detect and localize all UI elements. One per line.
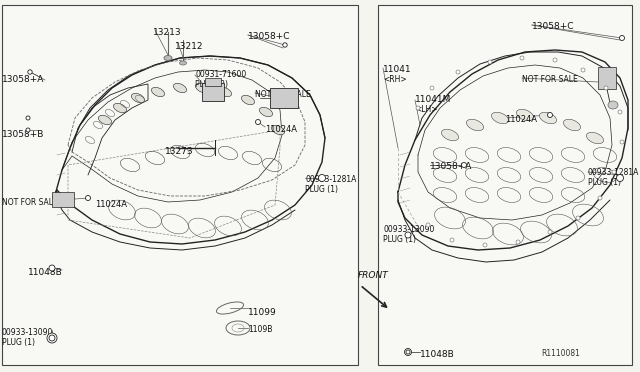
- Circle shape: [483, 243, 487, 247]
- Circle shape: [456, 70, 460, 74]
- Text: 13212: 13212: [175, 42, 204, 51]
- Text: PLUG (1): PLUG (1): [305, 185, 338, 194]
- Text: 13058+C: 13058+C: [248, 32, 291, 41]
- Circle shape: [620, 140, 624, 144]
- Bar: [205, 78, 221, 86]
- Circle shape: [426, 223, 430, 227]
- Circle shape: [416, 106, 420, 110]
- Circle shape: [616, 174, 623, 182]
- Text: 00933-1281A: 00933-1281A: [588, 168, 639, 177]
- Bar: [52, 192, 74, 207]
- Circle shape: [461, 163, 467, 167]
- Circle shape: [618, 110, 622, 114]
- Ellipse shape: [99, 115, 111, 125]
- Circle shape: [581, 68, 585, 72]
- Ellipse shape: [563, 119, 580, 131]
- Ellipse shape: [218, 87, 232, 97]
- Circle shape: [319, 174, 326, 182]
- Ellipse shape: [241, 95, 255, 105]
- Ellipse shape: [516, 109, 534, 121]
- Text: 13058+A: 13058+A: [430, 162, 472, 171]
- Circle shape: [26, 116, 30, 120]
- Circle shape: [404, 349, 412, 356]
- Text: 00933-13090: 00933-13090: [2, 328, 53, 337]
- Circle shape: [405, 232, 411, 238]
- Circle shape: [553, 58, 557, 62]
- Text: PLUG (1): PLUG (1): [588, 178, 621, 187]
- Text: NOT FOR SALE: NOT FOR SALE: [255, 90, 311, 99]
- Bar: [270, 88, 298, 108]
- Circle shape: [283, 43, 287, 47]
- Text: 00931-71600: 00931-71600: [195, 70, 246, 79]
- Text: 13213: 13213: [153, 28, 182, 37]
- Text: 1109B: 1109B: [248, 325, 273, 334]
- Ellipse shape: [442, 129, 458, 141]
- Text: NOT FOR SALE: NOT FOR SALE: [2, 198, 58, 207]
- Text: 13058+A: 13058+A: [2, 75, 44, 84]
- Ellipse shape: [164, 55, 172, 61]
- Circle shape: [598, 196, 602, 200]
- Text: 11048B: 11048B: [28, 268, 63, 277]
- Circle shape: [548, 230, 552, 234]
- Text: 11099: 11099: [248, 308, 276, 317]
- Circle shape: [406, 350, 410, 354]
- Circle shape: [516, 240, 520, 244]
- Circle shape: [26, 128, 30, 132]
- Bar: [378, 5, 632, 365]
- Circle shape: [28, 70, 32, 74]
- Ellipse shape: [540, 112, 557, 124]
- Text: 13273: 13273: [165, 147, 194, 156]
- Circle shape: [49, 335, 55, 341]
- Ellipse shape: [492, 112, 509, 124]
- Ellipse shape: [179, 61, 186, 65]
- Text: 11024A: 11024A: [505, 115, 537, 124]
- Text: 11041M: 11041M: [415, 95, 451, 104]
- Ellipse shape: [131, 93, 145, 103]
- Circle shape: [430, 86, 434, 90]
- Bar: [2, 5, 358, 365]
- Text: <RH>: <RH>: [383, 75, 406, 84]
- Ellipse shape: [173, 83, 187, 93]
- Circle shape: [488, 60, 492, 64]
- Text: PLUG (2): PLUG (2): [195, 80, 228, 89]
- Text: 13058+C: 13058+C: [532, 22, 575, 31]
- Ellipse shape: [113, 103, 127, 113]
- Circle shape: [47, 333, 57, 343]
- Text: 00933-13090: 00933-13090: [383, 225, 435, 234]
- Circle shape: [255, 119, 260, 125]
- Circle shape: [612, 170, 616, 174]
- Text: 11041: 11041: [383, 65, 412, 74]
- Ellipse shape: [259, 107, 273, 117]
- Text: 11024A: 11024A: [265, 125, 297, 134]
- Text: 00933-1281A: 00933-1281A: [305, 175, 356, 184]
- Bar: [598, 67, 616, 89]
- Circle shape: [547, 112, 552, 118]
- Text: 13058+B: 13058+B: [2, 130, 44, 139]
- Ellipse shape: [467, 119, 484, 131]
- Ellipse shape: [152, 87, 164, 97]
- Ellipse shape: [586, 132, 604, 144]
- Circle shape: [620, 35, 625, 41]
- Ellipse shape: [271, 125, 285, 135]
- Circle shape: [604, 86, 608, 90]
- Text: R1110081: R1110081: [541, 349, 580, 358]
- Circle shape: [520, 56, 524, 60]
- Circle shape: [576, 216, 580, 220]
- Text: PLUG (1): PLUG (1): [383, 235, 416, 244]
- Ellipse shape: [195, 83, 209, 93]
- Text: NOT FOR SALE: NOT FOR SALE: [522, 75, 578, 84]
- Ellipse shape: [608, 101, 618, 109]
- Circle shape: [49, 265, 55, 271]
- Text: FRONT: FRONT: [358, 271, 388, 280]
- Text: <LH>: <LH>: [415, 105, 438, 114]
- Text: 11024A: 11024A: [95, 200, 127, 209]
- Text: PLUG (1): PLUG (1): [2, 338, 35, 347]
- Text: 11048B: 11048B: [420, 350, 455, 359]
- Circle shape: [86, 196, 90, 201]
- Circle shape: [450, 238, 454, 242]
- Bar: [202, 83, 224, 101]
